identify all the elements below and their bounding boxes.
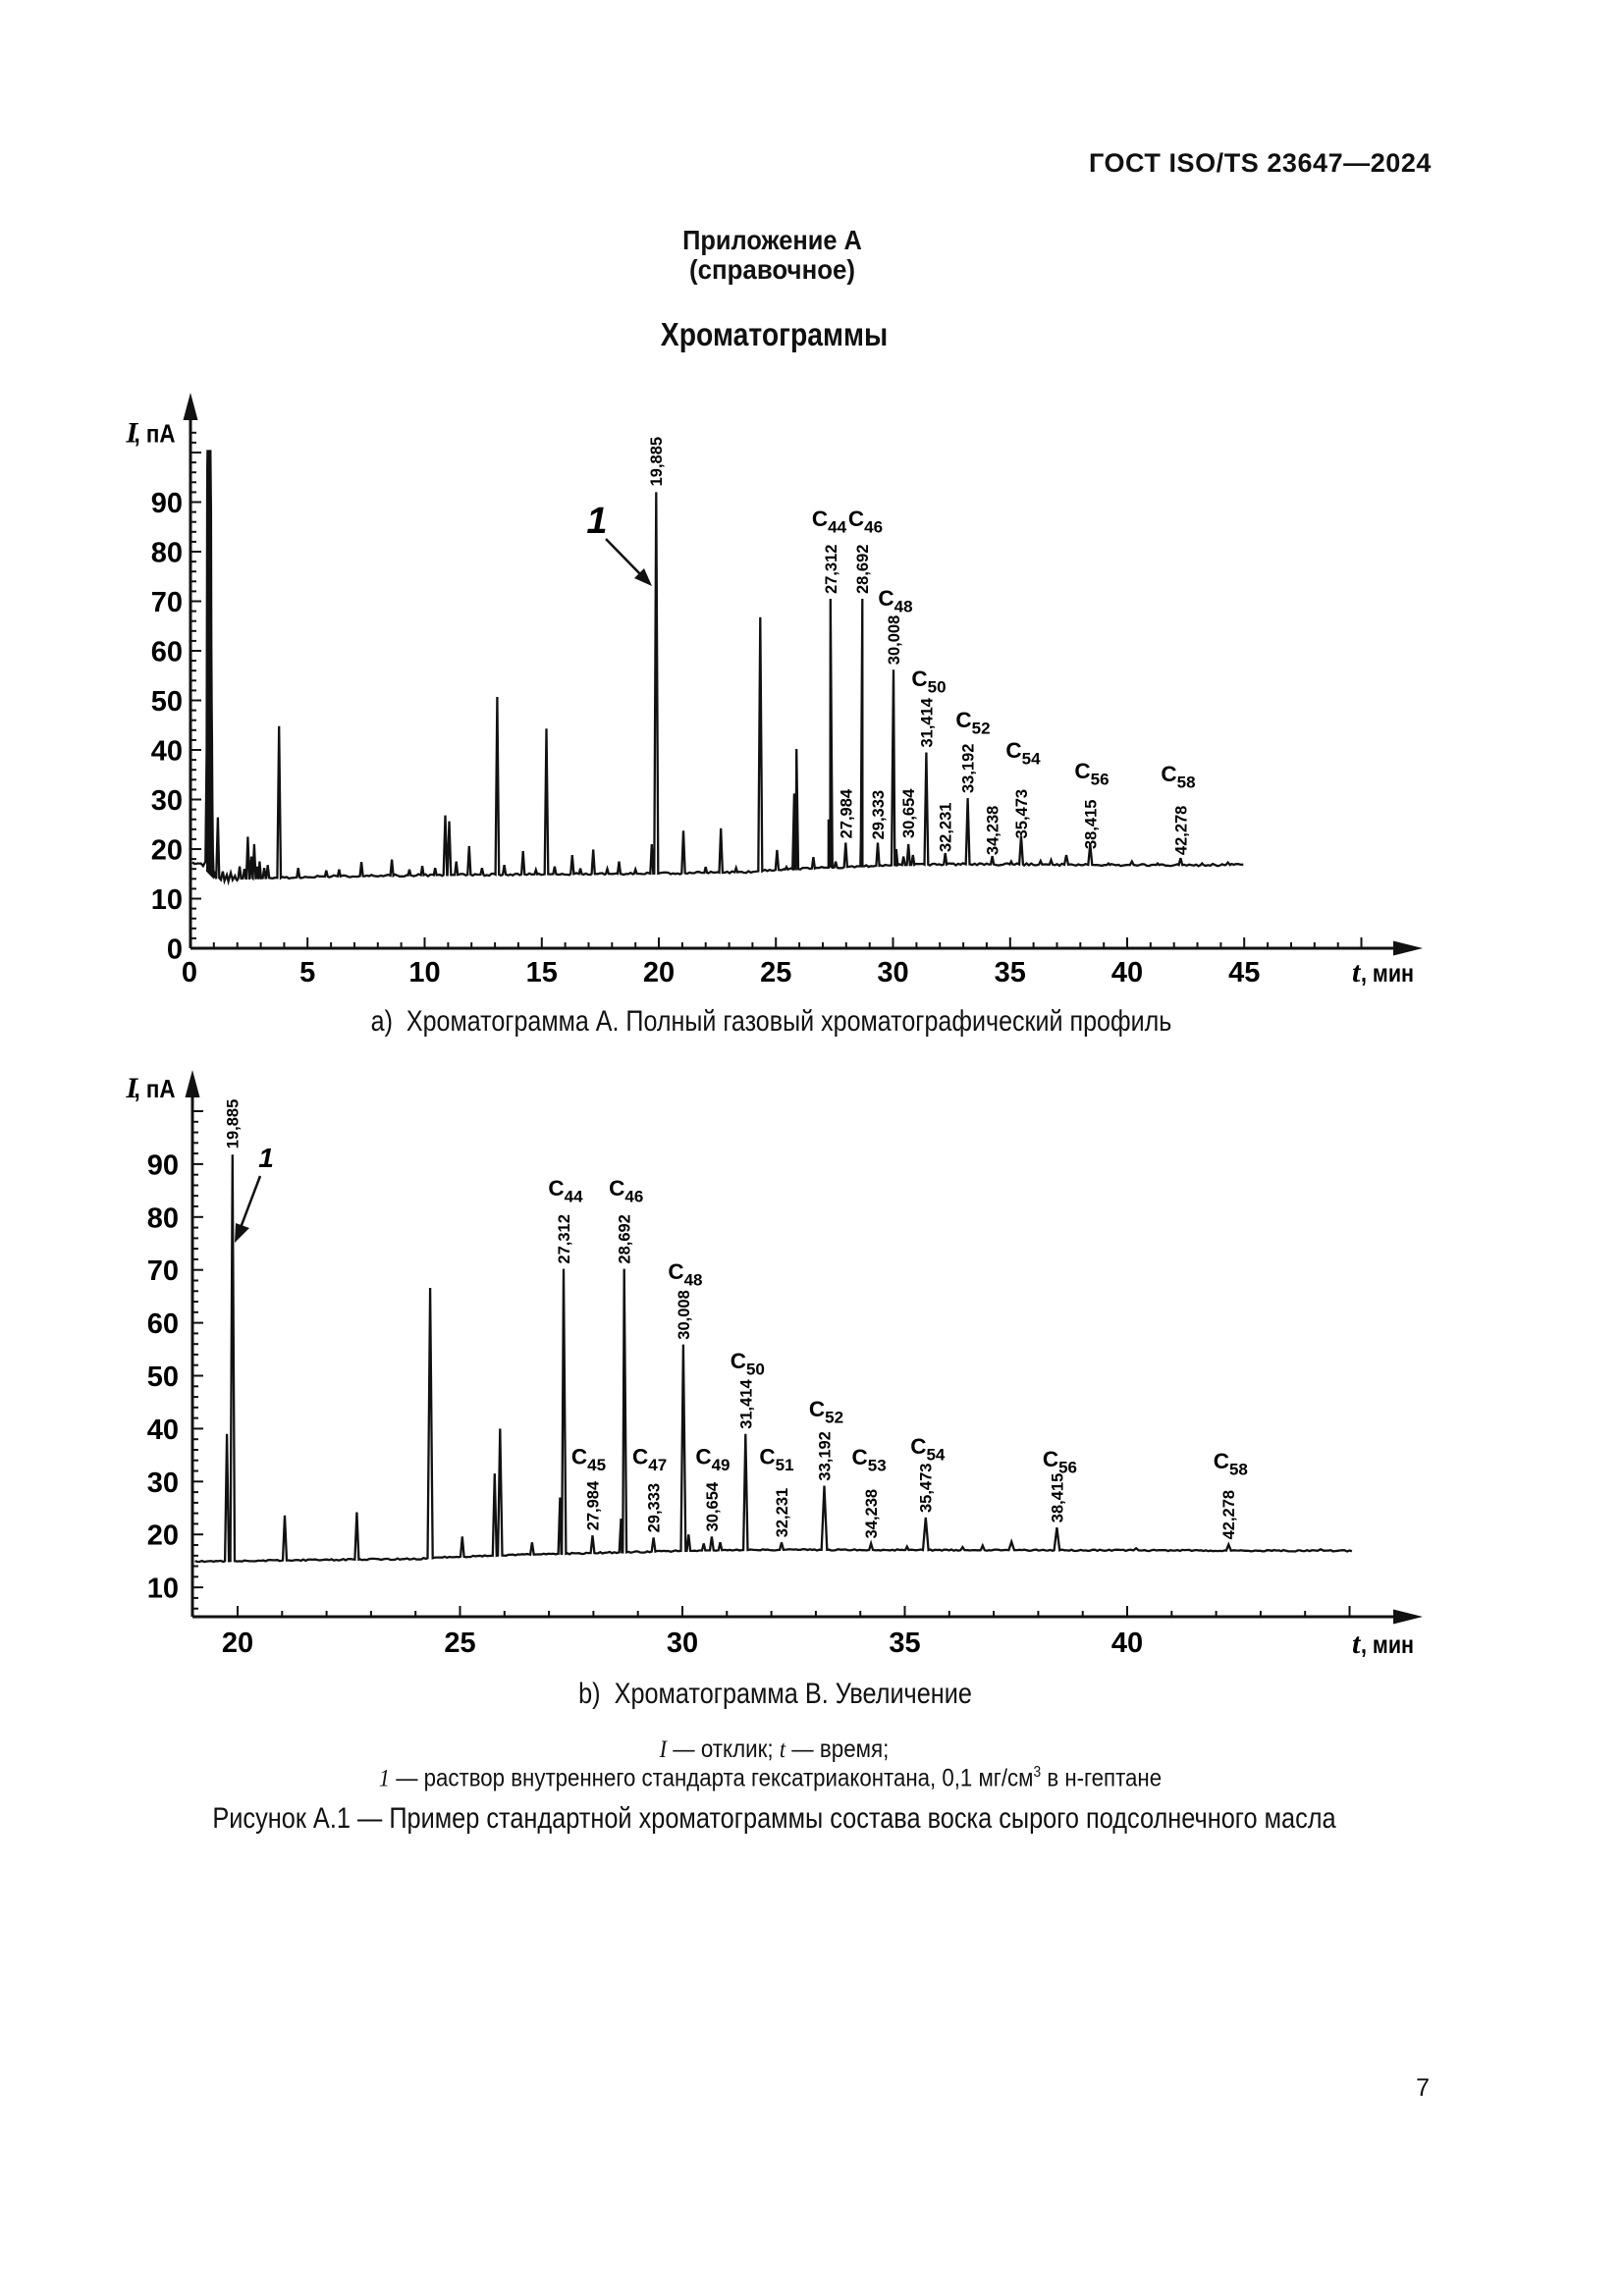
svg-text:C44: C44 [548,1176,583,1206]
svg-text:C45: C45 [571,1445,606,1475]
svg-text:31,414: 31,414 [918,697,936,747]
svg-text:0: 0 [167,934,183,966]
svg-text:1: 1 [258,1143,274,1173]
svg-text:C48: C48 [878,586,912,616]
svg-text:, мин: , мин [1361,958,1414,988]
svg-text:30,008: 30,008 [886,615,903,665]
svg-text:35,473: 35,473 [1013,789,1031,838]
svg-text:32,231: 32,231 [774,1488,791,1537]
svg-text:27,312: 27,312 [556,1214,573,1263]
svg-text:30,008: 30,008 [676,1290,693,1339]
svg-text:I: I [126,1072,139,1104]
svg-text:C46: C46 [848,507,883,537]
svg-text:50: 50 [151,686,183,718]
svg-text:I: I [126,417,139,450]
svg-text:35: 35 [995,957,1026,988]
svg-text:38,415: 38,415 [1049,1473,1066,1522]
svg-text:30,654: 30,654 [704,1481,722,1531]
svg-text:1: 1 [586,501,607,542]
svg-text:C58: C58 [1161,762,1195,792]
svg-text:40: 40 [147,1415,179,1446]
svg-text:C47: C47 [632,1445,667,1475]
svg-text:, мин: , мин [1361,1629,1414,1659]
svg-text:50: 50 [147,1362,179,1393]
svg-text:t: t [1352,956,1362,988]
svg-text:0: 0 [182,957,197,988]
svg-text:20: 20 [151,835,183,867]
svg-text:38,415: 38,415 [1082,800,1100,849]
svg-text:C50: C50 [911,667,946,697]
svg-text:20: 20 [643,957,675,988]
svg-text:, пА: , пА [135,419,176,449]
svg-text:40: 40 [1111,957,1143,988]
svg-text:80: 80 [147,1202,179,1234]
svg-text:25: 25 [444,1628,475,1659]
svg-text:C49: C49 [695,1445,730,1475]
svg-text:70: 70 [147,1255,179,1287]
svg-text:29,333: 29,333 [870,790,888,839]
svg-text:C56: C56 [1043,1447,1077,1477]
svg-text:40: 40 [151,736,183,768]
svg-text:C52: C52 [955,708,990,738]
svg-text:27,984: 27,984 [584,1480,602,1530]
svg-text:30: 30 [877,957,908,988]
svg-text:34,238: 34,238 [863,1489,881,1538]
svg-text:27,984: 27,984 [838,788,855,838]
svg-text:60: 60 [147,1308,179,1340]
svg-text:33,192: 33,192 [960,744,978,793]
svg-text:40: 40 [1111,1628,1143,1659]
svg-text:34,238: 34,238 [985,806,1002,855]
svg-text:C46: C46 [609,1176,643,1206]
svg-text:19,885: 19,885 [648,437,666,486]
svg-text:27,312: 27,312 [823,545,840,594]
svg-text:90: 90 [151,488,183,519]
svg-text:28,692: 28,692 [617,1214,634,1263]
svg-text:C54: C54 [1005,738,1041,769]
svg-text:15: 15 [526,957,558,988]
svg-text:C48: C48 [668,1259,702,1290]
svg-text:19,885: 19,885 [225,1099,243,1148]
svg-text:10: 10 [147,1574,179,1605]
svg-text:32,231: 32,231 [938,803,955,852]
svg-text:35,473: 35,473 [918,1464,936,1513]
svg-text:C53: C53 [852,1445,887,1475]
svg-text:60: 60 [151,637,183,668]
svg-text:20: 20 [147,1521,179,1552]
svg-text:35: 35 [889,1628,920,1659]
svg-text:C51: C51 [759,1445,793,1475]
svg-text:29,333: 29,333 [646,1483,664,1532]
svg-text:30: 30 [667,1628,698,1659]
svg-text:25: 25 [760,957,791,988]
svg-text:C52: C52 [809,1397,843,1427]
svg-text:5: 5 [299,957,315,988]
svg-text:C58: C58 [1214,1449,1248,1479]
svg-text:C54: C54 [910,1434,946,1465]
svg-text:30: 30 [151,785,183,817]
svg-text:42,278: 42,278 [1172,806,1190,855]
svg-text:10: 10 [151,884,183,916]
svg-text:30,654: 30,654 [900,788,918,838]
svg-text:31,414: 31,414 [737,1379,755,1429]
svg-text:t: t [1352,1628,1362,1660]
svg-text:45: 45 [1228,957,1260,988]
svg-text:33,192: 33,192 [816,1431,834,1480]
svg-text:20: 20 [222,1628,253,1659]
svg-text:70: 70 [151,587,183,618]
svg-text:80: 80 [151,538,183,569]
svg-text:10: 10 [408,957,440,988]
svg-text:, пА: , пА [135,1074,176,1103]
svg-text:C56: C56 [1074,759,1109,789]
svg-text:42,278: 42,278 [1220,1490,1238,1539]
svg-text:C50: C50 [731,1349,765,1379]
svg-text:C44: C44 [812,507,847,537]
svg-text:30: 30 [147,1468,179,1499]
svg-text:28,692: 28,692 [854,545,872,594]
svg-text:90: 90 [147,1149,179,1181]
